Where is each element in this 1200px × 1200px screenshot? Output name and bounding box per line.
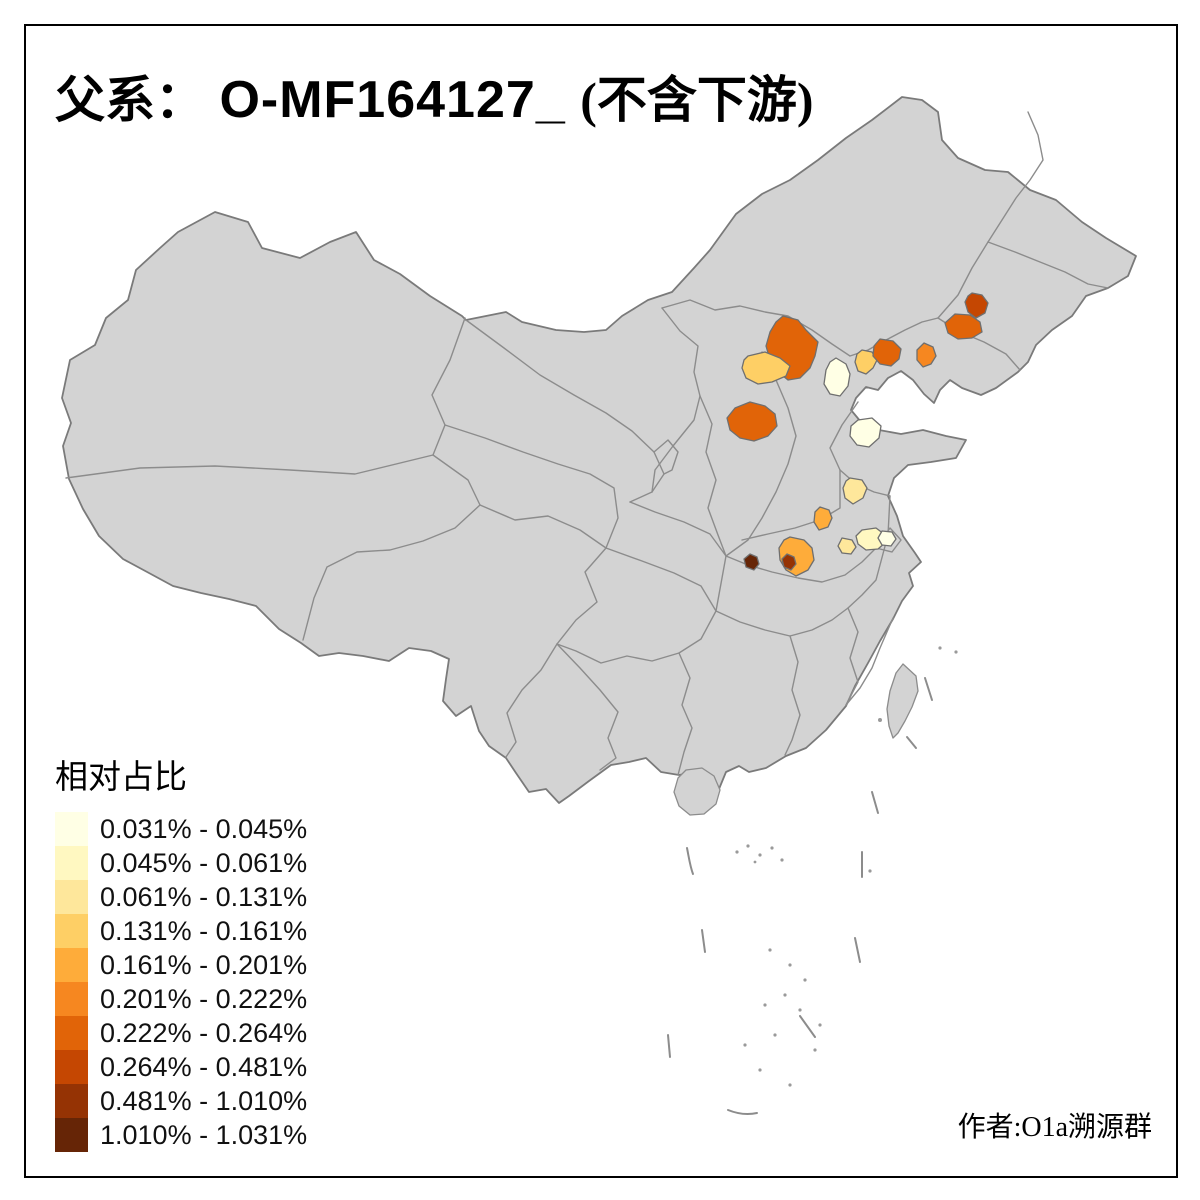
colored-region <box>916 342 937 368</box>
legend-label: 0.201% - 0.222% <box>100 983 308 1014</box>
legend-label: 0.061% - 0.131% <box>100 881 308 912</box>
legend-row: 0.045% - 0.061% <box>55 846 307 880</box>
legend-swatch <box>55 1016 88 1050</box>
legend-label: 0.031% - 0.045% <box>100 813 308 844</box>
title-haplogroup: O-MF164127_ <box>219 71 566 129</box>
colored-region <box>877 530 897 547</box>
colored-region <box>944 313 983 340</box>
page-title: 父系： O-MF164127_ (不含下游) <box>55 60 814 132</box>
legend-swatch <box>55 1118 88 1152</box>
legend-row: 0.264% - 0.481% <box>55 1050 307 1084</box>
colored-region <box>813 506 833 531</box>
legend-label: 0.045% - 0.061% <box>100 847 308 878</box>
plot-frame <box>24 24 1178 1178</box>
colored-region <box>964 292 989 319</box>
legend-row: 0.061% - 0.131% <box>55 880 307 914</box>
hainan-island <box>673 767 721 816</box>
legend-swatch <box>55 880 88 914</box>
colored-region <box>781 553 797 571</box>
legend-swatch <box>55 982 88 1016</box>
colored-region <box>741 351 791 385</box>
legend-label: 1.010% - 1.031% <box>100 1119 308 1150</box>
legend-label: 0.131% - 0.161% <box>100 915 308 946</box>
legend-swatch <box>55 948 88 982</box>
legend-label: 0.481% - 1.010% <box>100 1085 308 1116</box>
attribution-text: 作者:O1a溯源群 <box>957 1112 1152 1143</box>
title-prefix: 父系： <box>55 72 205 128</box>
taiwan-island <box>886 663 919 739</box>
colored-region <box>743 553 760 571</box>
legend-row: 0.481% - 1.010% <box>55 1084 307 1118</box>
legend-row: 0.201% - 0.222% <box>55 982 307 1016</box>
sea-islands-and-dashline <box>667 646 958 1115</box>
colored-region <box>855 527 887 551</box>
colored-region <box>837 537 857 555</box>
colored-region <box>872 338 902 367</box>
legend-swatch <box>55 1050 88 1084</box>
legend-swatch <box>55 914 88 948</box>
legend-row: 1.010% - 1.031% <box>55 1118 307 1152</box>
legend: 相对占比 0.031% - 0.045% 0.045% - 0.061% 0.0… <box>55 750 307 1152</box>
legend-swatch <box>55 1084 88 1118</box>
colored-region <box>849 417 882 448</box>
legend-label: 0.264% - 0.481% <box>100 1051 308 1082</box>
legend-swatch <box>55 846 88 880</box>
legend-row: 0.031% - 0.045% <box>55 812 307 846</box>
china-mainland-shape <box>61 96 1137 804</box>
colored-region <box>842 477 868 505</box>
legend-label: 0.222% - 0.264% <box>100 1017 308 1048</box>
legend-label: 0.161% - 0.201% <box>100 949 308 980</box>
legend-row: 0.161% - 0.201% <box>55 948 307 982</box>
title-suffix: (不含下游) <box>580 72 814 128</box>
legend-swatch <box>55 812 88 846</box>
colored-region <box>726 401 778 442</box>
legend-row: 0.222% - 0.264% <box>55 1016 307 1050</box>
legend-title: 相对占比 <box>55 760 187 796</box>
colored-regions <box>726 292 989 577</box>
legend-row: 0.131% - 0.161% <box>55 914 307 948</box>
colored-region <box>823 357 851 397</box>
